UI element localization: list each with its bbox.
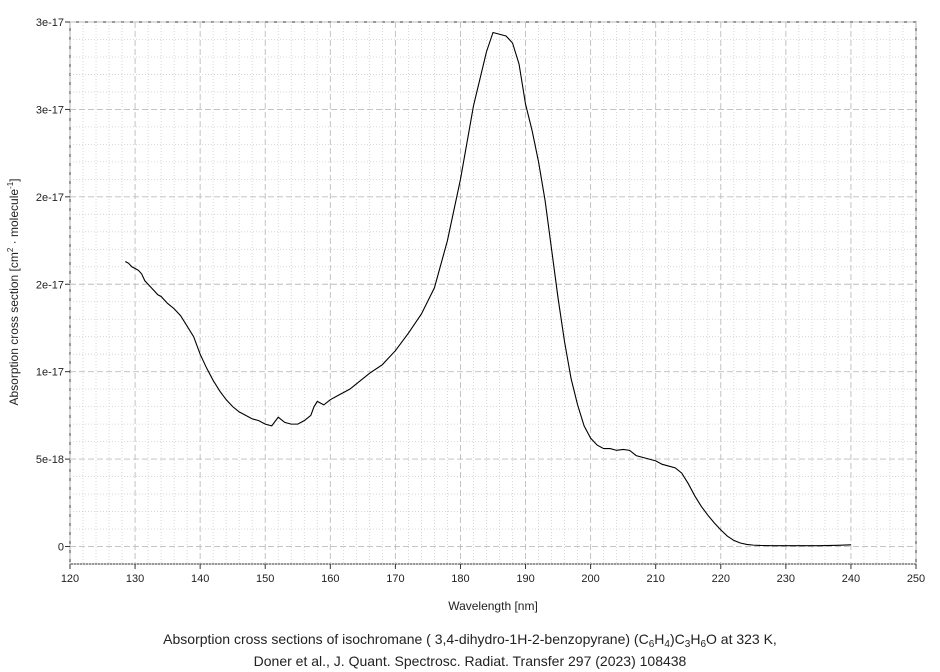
series-line bbox=[125, 31, 851, 547]
y-tick-label: 0 bbox=[58, 542, 64, 554]
y-tick-label: 3e-17 bbox=[36, 17, 64, 29]
ticks bbox=[65, 21, 917, 569]
caption-line-2: Doner et al., J. Quant. Spectrosc. Radia… bbox=[253, 653, 687, 669]
x-tick-label: 180 bbox=[451, 573, 469, 585]
x-tick-label: 230 bbox=[777, 573, 795, 585]
y-tick-label: 3e-17 bbox=[36, 104, 64, 116]
x-tick-label: 170 bbox=[386, 573, 404, 585]
y-tick-label: 2e-17 bbox=[36, 192, 64, 204]
x-tick-label: 250 bbox=[907, 573, 925, 585]
x-tick-label: 130 bbox=[126, 573, 144, 585]
y-tick-label: 1e-17 bbox=[36, 367, 64, 379]
x-axis-title: Wavelength [nm] bbox=[448, 599, 538, 613]
x-tick-label: 240 bbox=[842, 573, 860, 585]
grid bbox=[69, 21, 917, 565]
x-tick-label: 150 bbox=[256, 573, 274, 585]
y-tick-label: 2e-17 bbox=[36, 279, 64, 291]
x-tick-label: 120 bbox=[61, 573, 79, 585]
x-tick-label: 140 bbox=[191, 573, 209, 585]
y-axis-title: Absorption cross section [cm2 · molecule… bbox=[6, 178, 21, 405]
caption-line-1: Absorption cross sections of isochromane… bbox=[163, 631, 777, 650]
y-tick-labels: 0 5e-18 1e-17 2e-17 2e-17 3e-17 3e-17 bbox=[36, 17, 64, 554]
plot-area bbox=[69, 21, 917, 565]
y-tick-label: 5e-18 bbox=[36, 454, 64, 466]
x-tick-label: 190 bbox=[516, 573, 534, 585]
x-tick-label: 200 bbox=[581, 573, 599, 585]
x-tick-label: 160 bbox=[321, 573, 339, 585]
x-tick-label: 210 bbox=[647, 573, 665, 585]
x-tick-label: 220 bbox=[712, 573, 730, 585]
x-tick-labels: 120 130 140 150 160 170 180 190 200 210 220 230 240 2… bbox=[61, 573, 925, 585]
